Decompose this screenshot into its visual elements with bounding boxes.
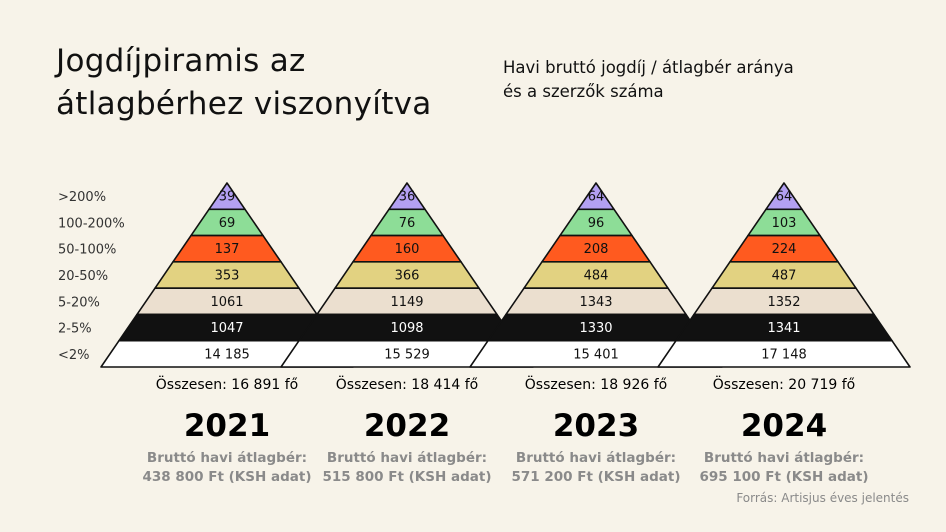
band-value: 1343: [579, 295, 612, 310]
level-label: >200%: [58, 190, 106, 205]
wage-value: 515 800 Ft (KSH adat): [323, 469, 492, 485]
source-note: Forrás: Artisjus éves jelentés: [736, 491, 909, 505]
band-value: 96: [588, 216, 605, 231]
band-value: 1098: [390, 321, 423, 336]
band-value: 366: [395, 269, 420, 284]
subtitle: Havi bruttó jogdíj / átlagbér aránya és …: [503, 56, 794, 104]
band-value: 64: [588, 190, 605, 205]
total-label: Összesen: 20 719 fő: [713, 375, 855, 393]
band-value: 487: [772, 269, 797, 284]
wage-label: Bruttó havi átlagbér:: [147, 450, 307, 466]
year-label: 2023: [553, 408, 639, 444]
level-label: 20-50%: [58, 269, 108, 284]
band-value: 36: [399, 190, 416, 205]
band-value: 76: [399, 216, 416, 231]
level-label: 2-5%: [58, 322, 92, 337]
band-value: 224: [772, 242, 797, 257]
subtitle-line-2: és a szerzők száma: [503, 82, 664, 101]
band-value: 15 529: [384, 347, 430, 362]
wage-label: Bruttó havi átlagbér:: [704, 450, 864, 466]
band-value: 14 185: [204, 347, 250, 362]
level-label: 5-20%: [58, 295, 100, 310]
band-value: 484: [584, 269, 609, 284]
band-value: 1352: [767, 295, 800, 310]
level-label: 50-100%: [58, 243, 116, 258]
band-value: 15 401: [573, 347, 619, 362]
band-value: 1047: [210, 321, 243, 336]
level-label: <2%: [58, 348, 90, 363]
band-value: 137: [215, 242, 240, 257]
total-label: Összesen: 16 891 fő: [156, 375, 298, 393]
band-value: 103: [772, 216, 797, 231]
band-value: 160: [395, 242, 420, 257]
band-value: 1061: [210, 295, 243, 310]
subtitle-line-1: Havi bruttó jogdíj / átlagbér aránya: [503, 58, 794, 77]
year-label: 2022: [364, 408, 450, 444]
band-value: 69: [219, 216, 236, 231]
wage-value: 571 200 Ft (KSH adat): [512, 469, 681, 485]
wage-value: 695 100 Ft (KSH adat): [700, 469, 869, 485]
total-label: Összesen: 18 414 fő: [336, 375, 478, 393]
level-label: 100-200%: [58, 216, 125, 231]
year-label: 2021: [184, 408, 270, 444]
wage-label: Bruttó havi átlagbér:: [327, 450, 487, 466]
band-value: 1341: [767, 321, 800, 336]
wage-label: Bruttó havi átlagbér:: [516, 450, 676, 466]
wage-value: 438 800 Ft (KSH adat): [143, 469, 312, 485]
band-value: 208: [584, 242, 609, 257]
band-value: 1330: [579, 321, 612, 336]
band-value: 39: [219, 190, 236, 205]
year-label: 2024: [741, 408, 827, 444]
band-value: 1149: [390, 295, 423, 310]
pyramid-band: [657, 339, 911, 368]
band-value: 353: [215, 269, 240, 284]
band-value: 17 148: [761, 347, 807, 362]
total-label: Összesen: 18 926 fő: [525, 375, 667, 393]
band-value: 64: [776, 190, 793, 205]
page-title: Jogdíjpiramis az átlagbérhez viszonyítva: [56, 43, 432, 122]
